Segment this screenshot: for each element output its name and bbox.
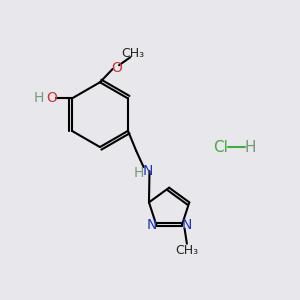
Text: H: H — [33, 92, 44, 106]
Text: N: N — [146, 218, 157, 232]
Text: H: H — [134, 166, 144, 180]
Text: H: H — [244, 140, 256, 154]
Text: CH₃: CH₃ — [175, 244, 199, 257]
Text: Cl: Cl — [213, 140, 228, 154]
Text: N: N — [142, 164, 153, 178]
Text: O: O — [111, 61, 122, 75]
Text: CH₃: CH₃ — [122, 47, 145, 60]
Text: N: N — [182, 218, 192, 232]
Text: O: O — [46, 92, 57, 106]
